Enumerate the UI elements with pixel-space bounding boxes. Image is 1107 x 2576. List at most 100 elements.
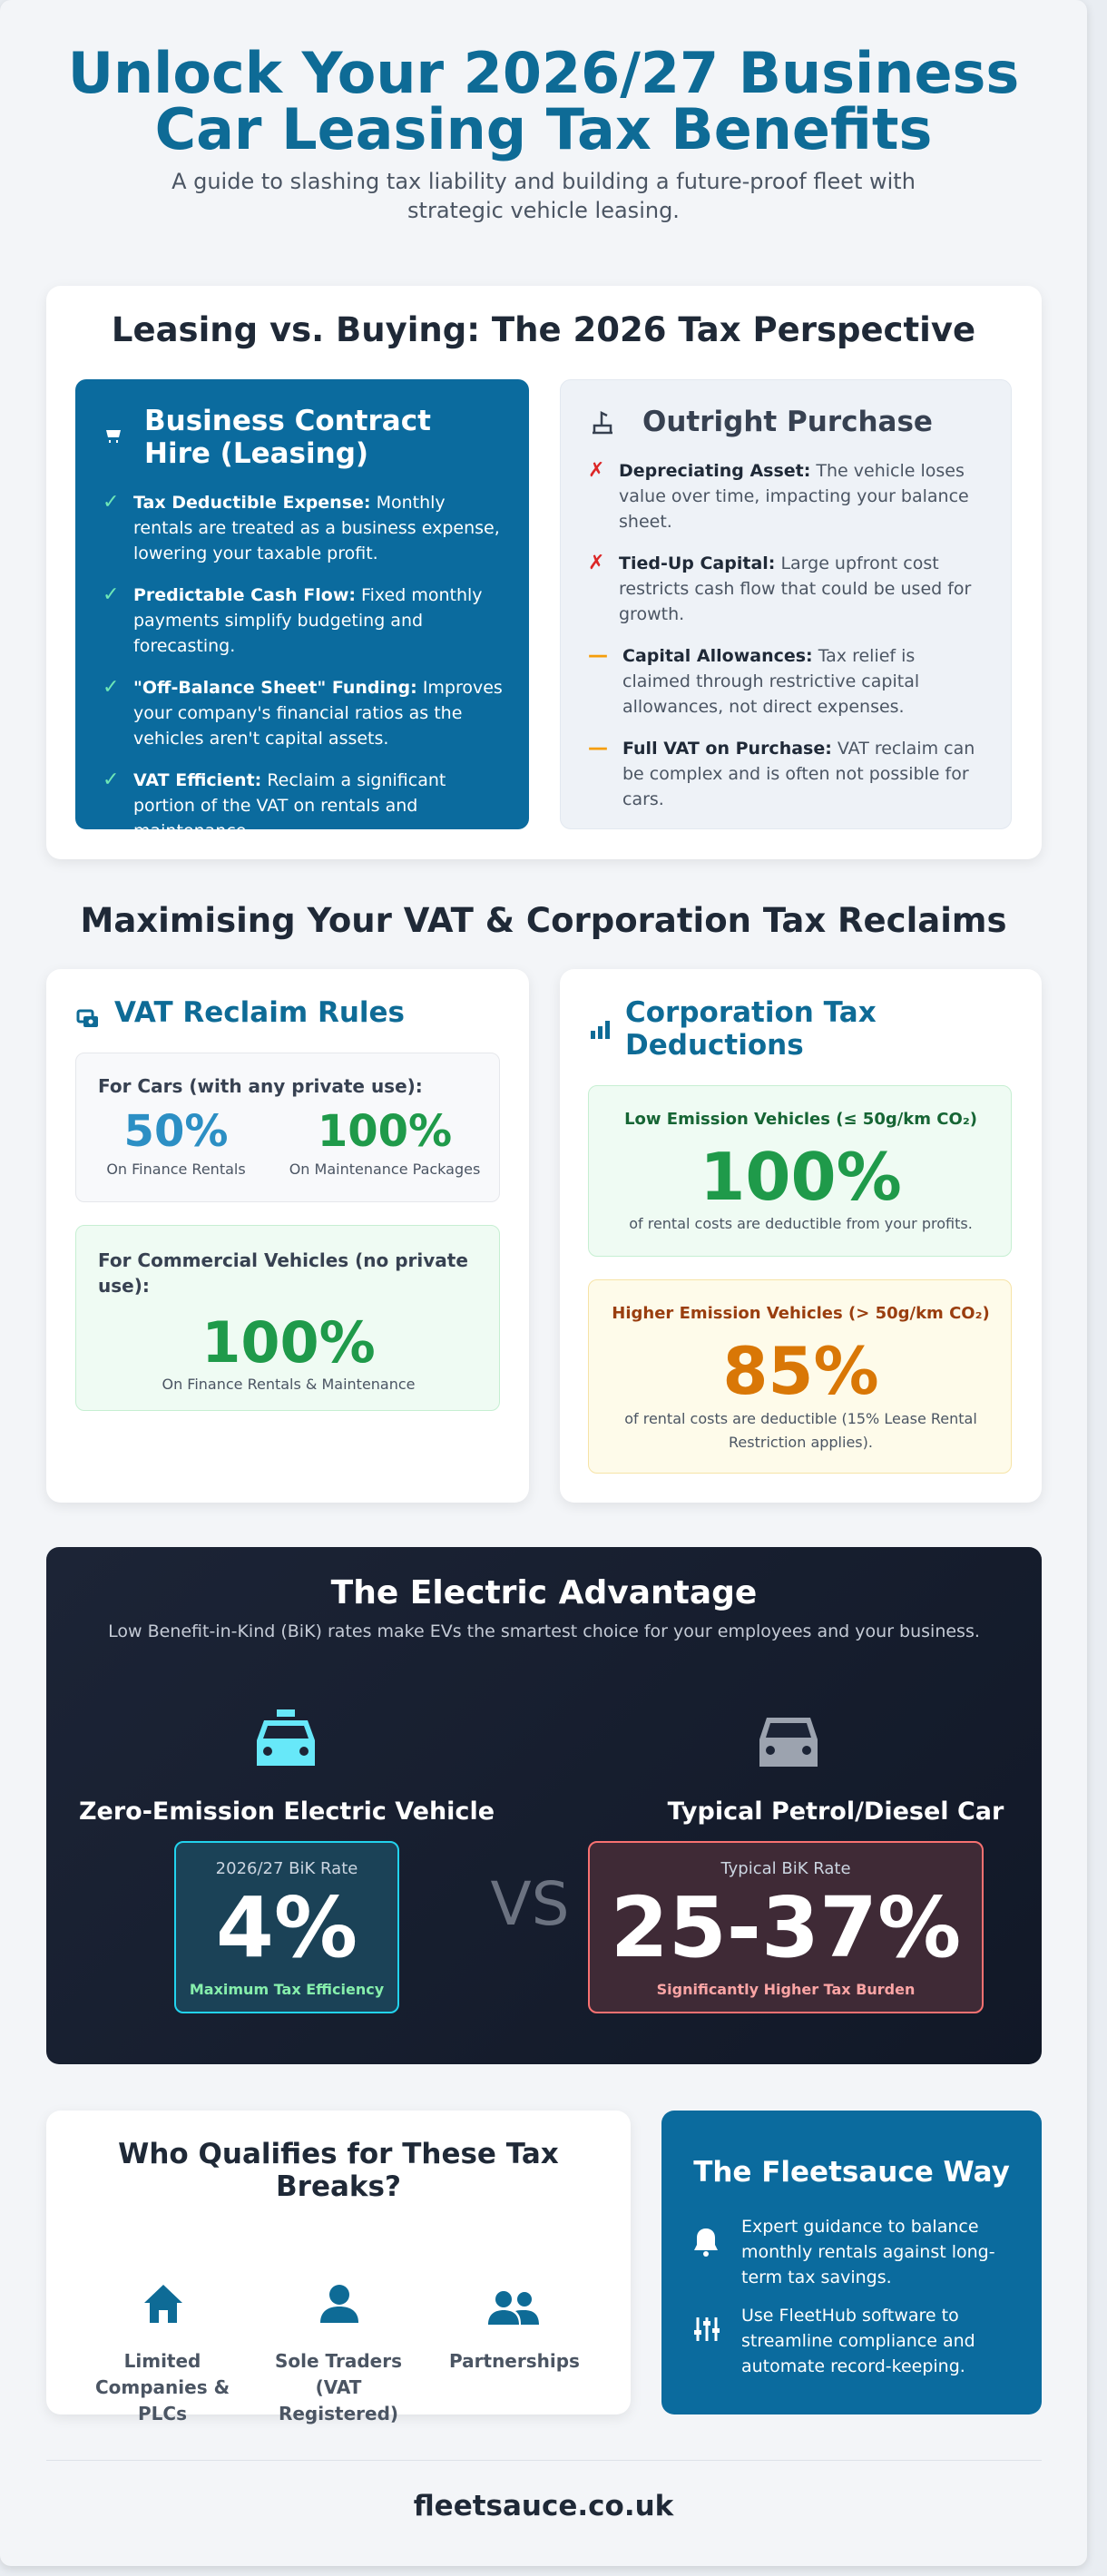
corporation-card: Corporation Tax Deductions Low Emission … [560, 969, 1042, 1503]
icon [106, 430, 121, 443]
infographic: Unlock Your 2026/27 Business Car Leasing… [46, 40, 1042, 2522]
purchase-box: Outright Purchase ✗ Depreciating Asset: T… [560, 379, 1012, 829]
vat-card: VAT Reclaim Rules For Cars (with any pri… [46, 969, 529, 1503]
section-heading: The Electric Advantage [330, 1574, 758, 1611]
qualifier: Limited Companies & PLCs [94, 2350, 230, 2424]
icon [759, 1718, 818, 1767]
list-item: ✓ "Off-Balance Sheet" Funding: Improves y… [103, 675, 504, 751]
bullet-icon: ✓ [103, 491, 120, 514]
list: ✓ Tax Deductible Expense: Monthly rentals… [103, 490, 504, 844]
box-title: Business Contract Hire (Leasing) [144, 405, 431, 470]
item-label: Capital Allowances: [622, 646, 813, 666]
icon [591, 1021, 610, 1039]
point: Expert guidance to balance monthly renta… [741, 2217, 995, 2287]
bullet-icon: ✓ [103, 583, 120, 606]
list-item: ✓ VAT Efficient: Reclaim a significant po… [103, 768, 504, 844]
bullet-icon: ✗ [588, 459, 605, 482]
item-text: Tax relief is claimed through restrictiv… [622, 646, 920, 717]
icon [694, 2317, 720, 2341]
icon [257, 1709, 315, 1766]
rate-label: 2026/27 BiK Rate [215, 1859, 358, 1878]
rate-note: Maximum Tax Efficiency [189, 1981, 385, 1998]
icon [488, 2291, 539, 2325]
item-text: Reclaim a significant portion of the VAT… [133, 770, 446, 841]
subtitle: A guide to slashing tax liability and bu… [171, 169, 916, 223]
item-text: Improves your company's financial ratios… [133, 678, 503, 749]
qualifies-card: Who Qualifies for These Tax Breaks? Limi… [46, 2111, 631, 2424]
low-box: Low Emission Vehicles (≤ 50g/km CO₂) 100… [588, 1085, 1012, 1257]
item-text: The vehicle loses value over time, impac… [619, 461, 969, 532]
item-text: Large upfront cost restricts cash flow t… [619, 553, 972, 624]
stat: 100% [317, 1106, 453, 1157]
box-title: For Cars (with any private use): [98, 1075, 423, 1097]
title: Unlock Your 2026/27 Business [67, 40, 1020, 106]
stat-caption: On Maintenance Packages [289, 1161, 481, 1178]
item-label: Depreciating Asset: [619, 461, 811, 481]
subtitle: Low Benefit-in-Kind (BiK) rates make EVs… [108, 1621, 980, 1641]
item-text: Fixed monthly payments simplify budgetin… [133, 585, 483, 656]
item-text: VAT reclaim can be complex and is often … [622, 739, 975, 809]
fleetsauce-card: The Fleetsauce Way Expert guidance to ba… [661, 2111, 1042, 2414]
stat: 85% [722, 1333, 879, 1409]
footer: fleetsauce.co.uk [413, 2490, 674, 2522]
list-item: — Full VAT on Purchase: VAT reclaim can b… [588, 736, 985, 812]
bullet-icon: ✗ [588, 552, 605, 574]
stat-caption: On Finance Rentals & Maintenance [162, 1376, 416, 1393]
rate: 4% [215, 1879, 358, 1976]
list-item: ✓ Predictable Cash Flow: Fixed monthly pa… [103, 583, 504, 659]
leasing-box: Business Contract Hire (Leasing) ✓ Tax De… [75, 379, 529, 841]
rate: 25-37% [610, 1879, 962, 1976]
stat: 50% [123, 1106, 229, 1157]
item-label: VAT Efficient: [133, 770, 262, 790]
box-title: Higher Emission Vehicles (> 50g/km CO₂) [612, 1304, 990, 1323]
list-item: ✓ Tax Deductible Expense: Monthly rentals… [103, 490, 504, 566]
vs: VS [490, 1869, 570, 1939]
stat: 100% [201, 1309, 376, 1376]
icon [593, 410, 612, 435]
qualifier: Sole Traders (VAT Registered) [275, 2350, 402, 2424]
box-title: Outright Purchase [642, 406, 933, 438]
icon [694, 2228, 718, 2257]
card-title: Who Qualifies for These Tax Breaks? [118, 2138, 559, 2203]
list-item: ✗ Tied-Up Capital: Large upfront cost res… [588, 551, 985, 627]
list-item: ✗ Depreciating Asset: The vehicle loses v… [588, 458, 985, 534]
rate-label: Typical BiK Rate [720, 1859, 851, 1878]
bullet-icon: ✓ [103, 676, 120, 699]
vehicle-name: Typical Petrol/Diesel Car [667, 1797, 1004, 1826]
card-title: Corporation Tax Deductions [625, 996, 877, 1062]
bullet-icon: — [588, 644, 608, 667]
bullet-icon: — [588, 737, 608, 759]
high-box: Higher Emission Vehicles (> 50g/km CO₂) … [588, 1279, 1012, 1474]
box-title: Low Emission Vehicles (≤ 50g/km CO₂) [624, 1110, 977, 1129]
icon [76, 1009, 98, 1027]
rate-note: Significantly Higher Tax Burden [656, 1981, 916, 1998]
stat-caption: On Finance Rentals [106, 1161, 246, 1178]
list: ✗ Depreciating Asset: The vehicle loses v… [588, 458, 985, 812]
list-item: — Capital Allowances: Tax relief is claim… [588, 643, 985, 720]
icon [320, 2285, 358, 2323]
card-title: The Fleetsauce Way [693, 2156, 1010, 2189]
ice-rate-box: Typical BiK Rate 25-37% Significantly Hi… [588, 1841, 984, 2013]
box-title: For Commercial Vehicles (no private use)… [98, 1249, 468, 1297]
qualifier: Partnerships [449, 2350, 580, 2372]
cars-box: For Cars (with any private use): 50% On … [75, 1053, 500, 1202]
item-label: Predictable Cash Flow: [133, 585, 356, 605]
divider [46, 2460, 1042, 2461]
item-label: Tied-Up Capital: [619, 553, 776, 573]
item-label: Full VAT on Purchase: [622, 739, 832, 759]
item-text: Monthly rentals are treated as a busines… [133, 493, 500, 563]
stat-caption: of rental costs are deductible (15% Leas… [624, 1410, 977, 1451]
ev-rate-box: 2026/27 BiK Rate 4% Maximum Tax Efficien… [174, 1841, 399, 2013]
stat: 100% [700, 1139, 902, 1215]
point: Use FleetHub software to streamline comp… [741, 2306, 975, 2376]
section-heading: Leasing vs. Buying: The 2026 Tax Perspec… [111, 310, 976, 349]
bullet-icon: ✓ [103, 769, 120, 791]
item-label: "Off-Balance Sheet" Funding: [133, 678, 417, 698]
commercial-box: For Commercial Vehicles (no private use)… [75, 1225, 500, 1411]
title: Car Leasing Tax Benefits [154, 96, 933, 162]
vehicle-name: Zero-Emission Electric Vehicle [78, 1797, 495, 1826]
stat-caption: of rental costs are deductible from your… [629, 1215, 973, 1232]
electric-section: The Electric Advantage Low Benefit-in-Ki… [46, 1547, 1042, 2064]
